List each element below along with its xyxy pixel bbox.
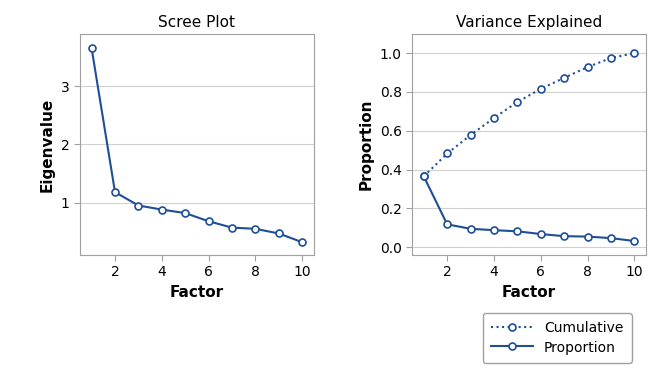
Legend: Cumulative, Proportion: Cumulative, Proportion: [483, 313, 631, 363]
Y-axis label: Eigenvalue: Eigenvalue: [40, 97, 55, 192]
Title: Variance Explained: Variance Explained: [456, 15, 602, 30]
Proportion: [583, 234, 591, 239]
Y-axis label: Proportion: Proportion: [359, 99, 374, 190]
Cumulative: [607, 56, 615, 60]
Cumulative: [443, 151, 451, 156]
Proportion: [630, 239, 638, 243]
Cumulative: [490, 116, 498, 120]
Cumulative: [560, 75, 568, 80]
Cumulative: [630, 51, 638, 56]
Proportion: [490, 228, 498, 232]
Proportion: [607, 236, 615, 240]
Cumulative: [583, 65, 591, 69]
Proportion: [513, 229, 521, 234]
Proportion: [467, 226, 475, 231]
Line: Proportion: Proportion: [420, 173, 638, 244]
X-axis label: Factor: Factor: [502, 285, 556, 300]
X-axis label: Factor: Factor: [170, 285, 224, 300]
Proportion: [420, 174, 428, 178]
Proportion: [560, 234, 568, 238]
Cumulative: [513, 100, 521, 104]
Cumulative: [537, 87, 545, 91]
Line: Cumulative: Cumulative: [420, 50, 638, 180]
Proportion: [443, 222, 451, 226]
Title: Scree Plot: Scree Plot: [159, 15, 235, 30]
Cumulative: [420, 174, 428, 178]
Cumulative: [467, 133, 475, 137]
Proportion: [537, 232, 545, 236]
